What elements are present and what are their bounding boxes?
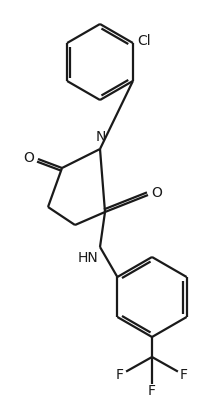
Text: HN: HN — [77, 251, 98, 265]
Text: F: F — [148, 384, 156, 398]
Text: O: O — [151, 186, 162, 200]
Text: O: O — [23, 151, 34, 165]
Text: F: F — [116, 368, 124, 382]
Text: Cl: Cl — [137, 34, 150, 48]
Text: F: F — [180, 368, 188, 382]
Text: N: N — [96, 130, 106, 144]
